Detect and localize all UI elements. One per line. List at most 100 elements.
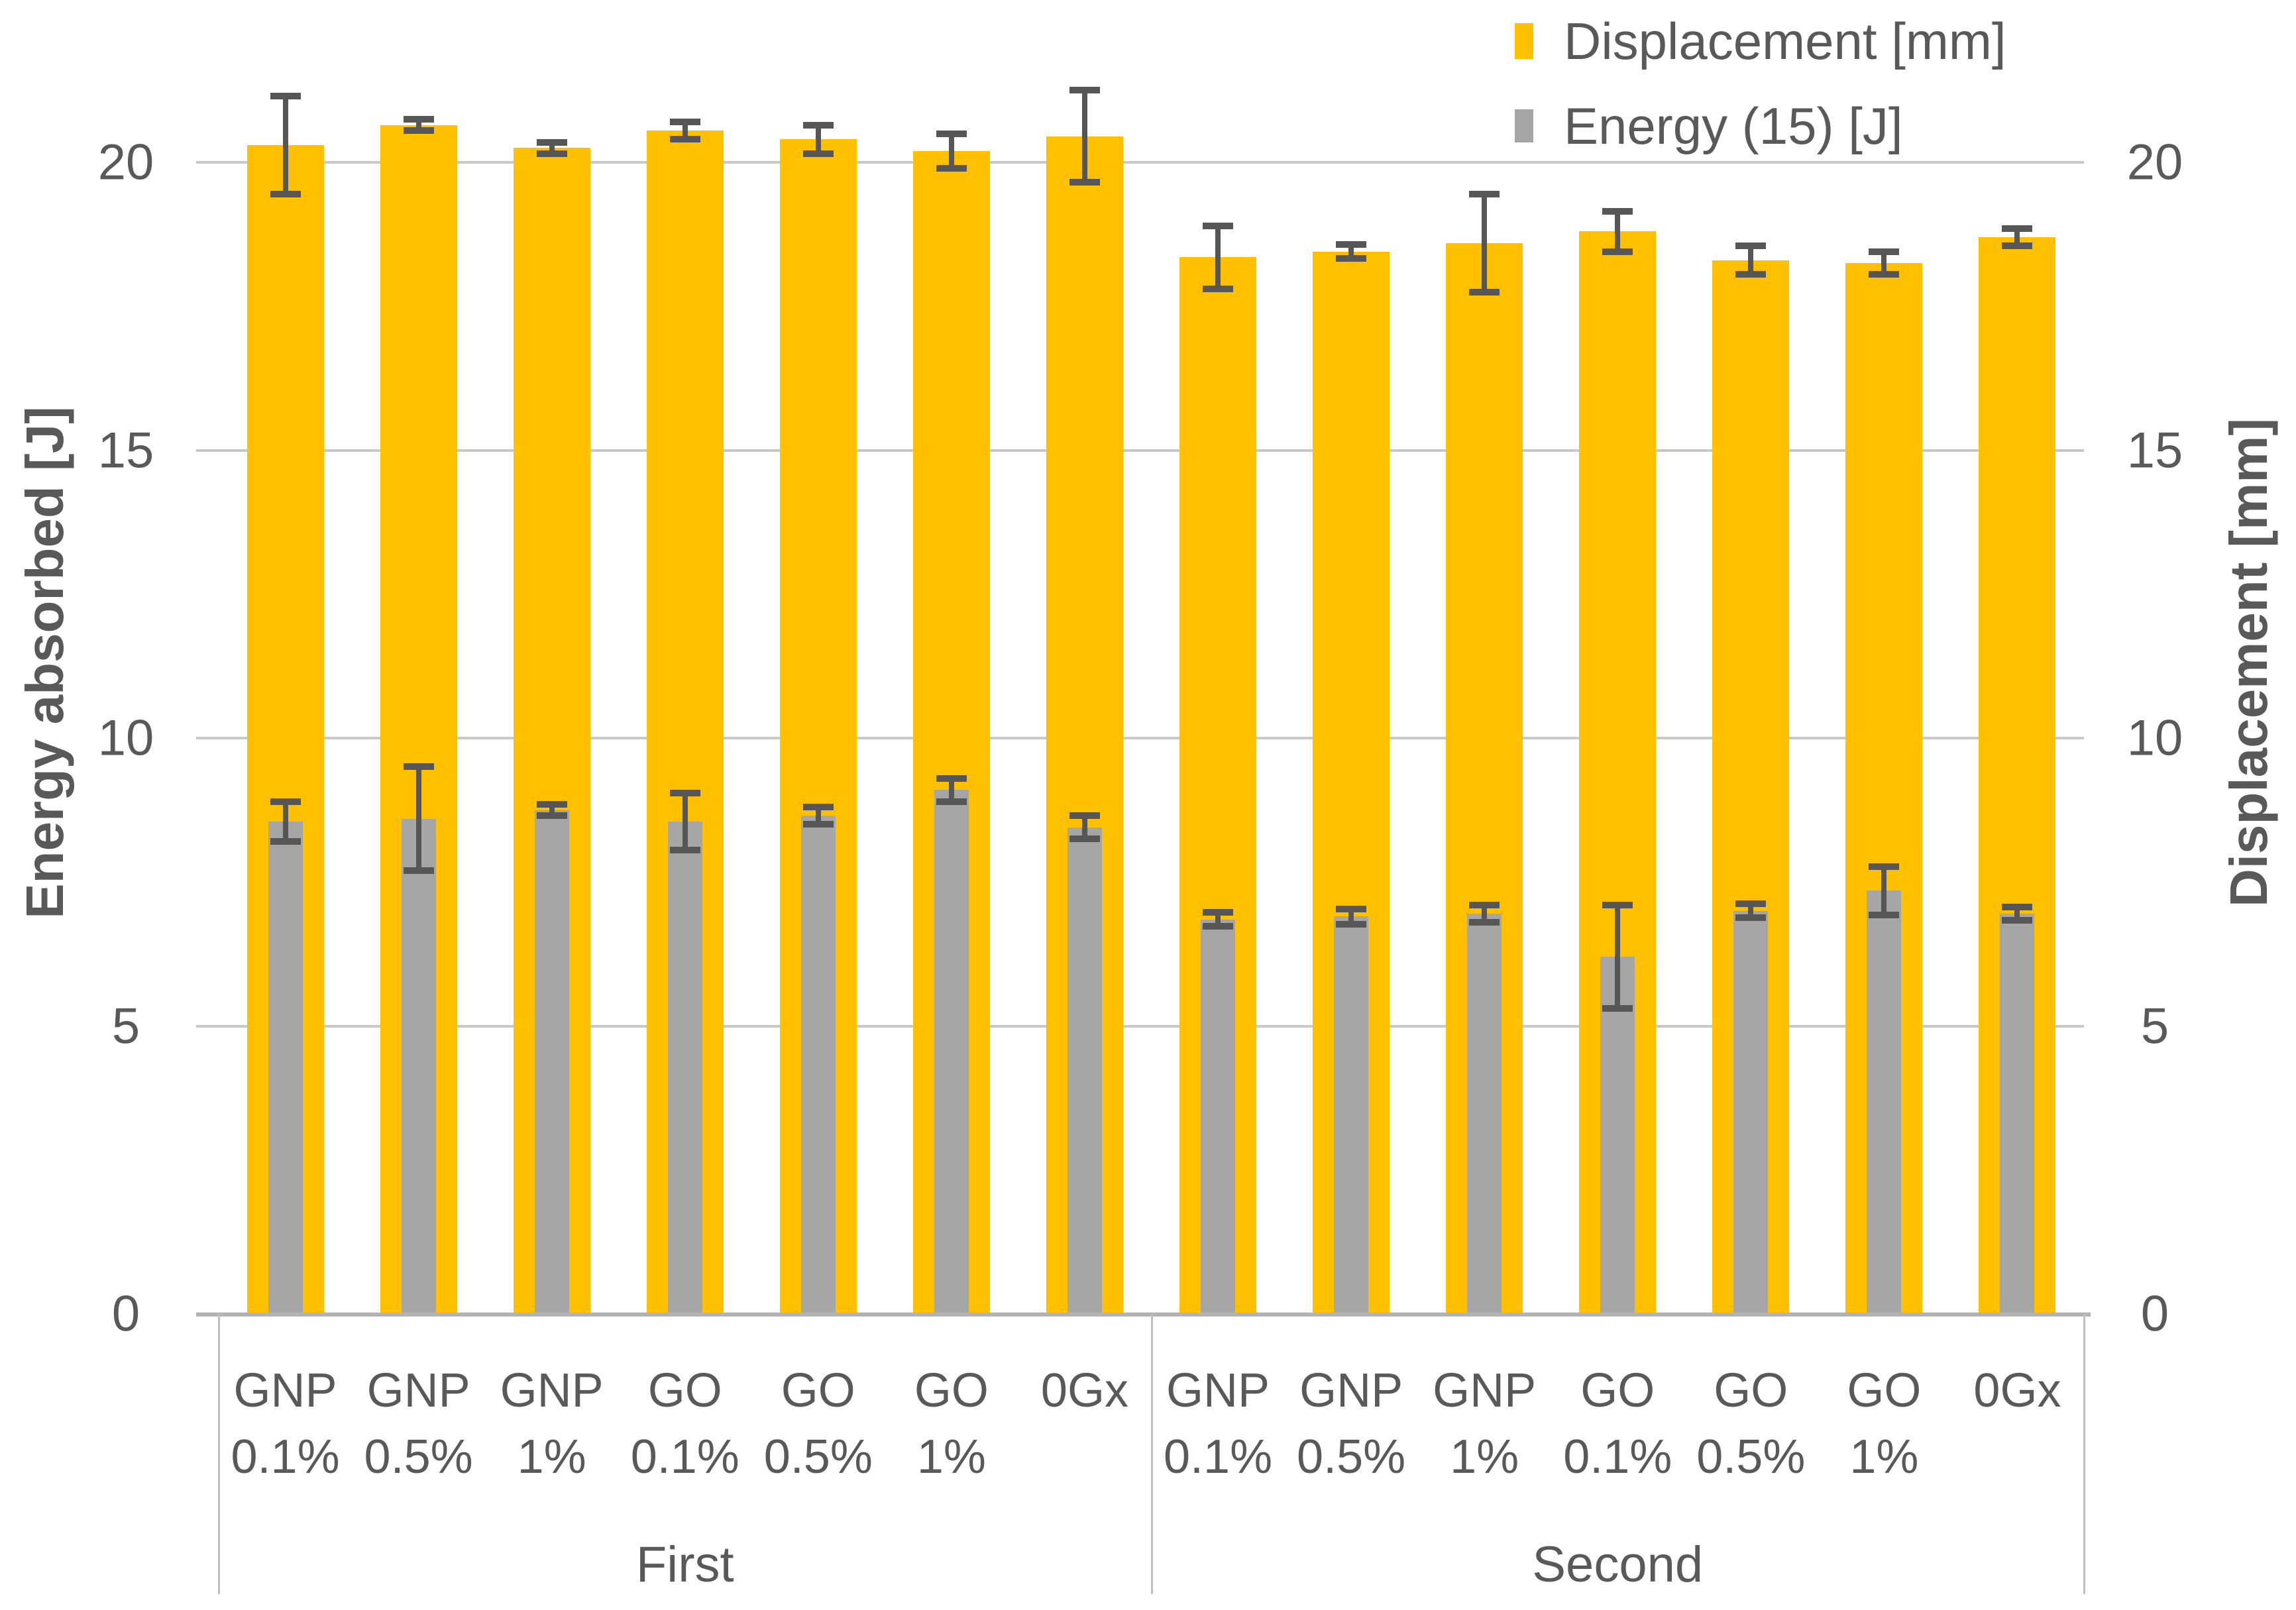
error-bar-energy-first-gnp-0-1--cap-top <box>270 798 301 805</box>
right-axis-tick-10: 10 <box>2126 710 2183 767</box>
error-bar-displacement-first-go-0-5--stem <box>815 125 821 154</box>
bar-energy-second-gnp-0-1- <box>1201 919 1236 1314</box>
category-sublabel-second-go-1-: 1% <box>1849 1430 1919 1483</box>
error-bar-displacement-second-gnp-0-5--cap-top <box>1336 241 1367 248</box>
error-bar-energy-second-0gx-cap-bottom <box>2002 917 2033 924</box>
error-bar-energy-second-go-1--stem <box>1881 866 1887 915</box>
category-sublabel-second-gnp-0-1-: 0.1% <box>1163 1430 1273 1483</box>
error-bar-displacement-second-gnp-1--cap-top <box>1469 190 1500 197</box>
gridline-5 <box>196 1024 2084 1028</box>
error-bar-displacement-first-go-1--cap-top <box>936 130 967 137</box>
category-label-second-gnp-1-: GNP <box>1433 1364 1537 1417</box>
error-bar-displacement-first-go-0-1--stem <box>682 122 688 140</box>
error-bar-energy-second-gnp-0-5--cap-top <box>1336 906 1367 913</box>
error-bar-displacement-first-gnp-1--cap-top <box>536 138 567 146</box>
error-bar-displacement-first-gnp-0-1--cap-bottom <box>270 190 301 197</box>
error-bar-energy-second-go-0-5--stem <box>1748 904 1754 918</box>
category-box-line-1 <box>1150 1314 1153 1594</box>
error-bar-energy-second-go-0-1--stem <box>1615 905 1621 1009</box>
legend-label-energy: Energy (15) [J] <box>1564 96 1903 155</box>
error-bar-displacement-second-gnp-0-1--cap-top <box>1203 222 1234 229</box>
category-sublabel-first-gnp-0-1-: 0.1% <box>231 1430 340 1483</box>
category-label-first-go-0-1-: GO <box>647 1364 722 1417</box>
category-label-second-gnp-0-1-: GNP <box>1166 1364 1270 1417</box>
category-label-first-go-1-: GO <box>914 1364 989 1417</box>
category-sublabel-second-go-0-5-: 0.5% <box>1696 1430 1806 1483</box>
category-box-line-2 <box>2083 1314 2085 1594</box>
left-axis-tick-0: 0 <box>111 1285 140 1342</box>
error-bar-energy-first-go-0-5--cap-bottom <box>802 821 834 828</box>
bar-energy-first-gnp-1- <box>534 810 569 1314</box>
category-label-second-go-1-: GO <box>1847 1364 1922 1417</box>
error-bar-displacement-second-go-1--cap-bottom <box>1869 271 1900 278</box>
error-bar-displacement-second-0gx-stem <box>2014 228 2020 246</box>
error-bar-energy-second-gnp-1--cap-bottom <box>1469 919 1500 926</box>
error-bar-displacement-second-gnp-0-5--cap-bottom <box>1336 255 1367 262</box>
bar-energy-second-go-0-5- <box>1733 910 1769 1314</box>
error-bar-displacement-second-go-1--stem <box>1881 251 1887 275</box>
error-bar-energy-first-go-0-5--stem <box>815 807 821 825</box>
bar-energy-first-go-0-5- <box>800 816 836 1314</box>
error-bar-displacement-second-go-0-5--stem <box>1748 246 1754 275</box>
error-bar-energy-second-go-0-1--cap-bottom <box>1602 1005 1633 1012</box>
group-label-second: Second <box>1532 1536 1704 1593</box>
category-label-second-go-0-5-: GO <box>1714 1364 1788 1417</box>
legend-swatch-energy-icon <box>1515 109 1533 142</box>
error-bar-energy-second-go-0-1--cap-top <box>1602 902 1633 908</box>
error-bar-energy-first-go-1--cap-top <box>936 775 967 782</box>
left-axis-tick-5: 5 <box>111 998 140 1054</box>
category-label-first-gnp-0-5-: GNP <box>366 1364 470 1417</box>
error-bar-energy-second-gnp-0-5--cap-bottom <box>1336 920 1367 928</box>
bar-energy-first-gnp-0-5- <box>401 818 436 1314</box>
bar-energy-second-gnp-0-5- <box>1334 916 1369 1314</box>
error-bar-displacement-second-gnp-0-1--cap-bottom <box>1203 286 1234 293</box>
error-bar-displacement-second-go-0-1--cap-bottom <box>1602 248 1633 255</box>
legend-label-displacement: Displacement [mm] <box>1564 11 2006 70</box>
bar-energy-first-0gx <box>1067 827 1102 1314</box>
category-label-second-gnp-0-5-: GNP <box>1299 1364 1403 1417</box>
error-bar-energy-first-go-0-1--cap-bottom <box>669 847 700 854</box>
error-bar-energy-second-gnp-0-1--cap-top <box>1203 909 1234 916</box>
bar-energy-first-go-0-1- <box>667 822 702 1314</box>
category-sublabel-second-go-0-1-: 0.1% <box>1563 1430 1672 1483</box>
error-bar-displacement-first-0gx-cap-top <box>1069 87 1100 94</box>
error-bar-energy-second-gnp-1--cap-top <box>1469 902 1500 908</box>
legend-item-displacement: Displacement [mm] <box>1515 7 2006 76</box>
legend-swatch-displacement-icon <box>1515 23 1533 59</box>
category-sublabel-second-gnp-1-: 1% <box>1450 1430 1519 1483</box>
bar-energy-first-gnp-0-1- <box>268 822 303 1314</box>
error-bar-displacement-first-go-0-5--cap-top <box>802 121 834 129</box>
error-bar-displacement-second-0gx-cap-top <box>2002 225 2033 232</box>
right-axis-tick-5: 5 <box>2140 998 2169 1054</box>
error-bar-energy-second-gnp-1--stem <box>1482 905 1488 923</box>
error-bar-energy-first-gnp-0-5--cap-top <box>403 763 434 771</box>
error-bar-displacement-second-go-1--cap-top <box>1869 248 1900 255</box>
gridline-10 <box>196 737 2084 739</box>
category-label-first-gnp-0-1-: GNP <box>233 1364 337 1417</box>
error-bar-displacement-first-gnp-1--cap-bottom <box>536 150 567 157</box>
error-bar-energy-second-go-1--cap-top <box>1869 863 1900 870</box>
error-bar-energy-first-gnp-0-1--cap-bottom <box>270 838 301 845</box>
error-bar-displacement-second-0gx-cap-bottom <box>2002 242 2033 249</box>
category-sublabel-second-gnp-0-5-: 0.5% <box>1297 1430 1406 1483</box>
error-bar-energy-second-gnp-0-1--cap-bottom <box>1203 923 1234 930</box>
bar-energy-second-go-0-1- <box>1600 957 1635 1314</box>
error-bar-energy-first-go-0-1--stem <box>682 792 688 851</box>
error-bar-displacement-second-gnp-1--cap-bottom <box>1469 288 1500 295</box>
gridline-20 <box>196 161 2084 164</box>
bar-energy-second-go-1- <box>1867 890 1902 1314</box>
category-label-second-0gx: 0Gx <box>1973 1364 2061 1417</box>
error-bar-displacement-second-go-0-5--cap-bottom <box>1735 271 1767 278</box>
category-label-first-go-0-5-: GO <box>781 1364 855 1417</box>
category-sublabel-first-go-0-5-: 0.5% <box>763 1430 873 1483</box>
gridline-15 <box>196 449 2084 452</box>
left-axis-tick-20: 20 <box>97 134 154 191</box>
error-bar-displacement-first-0gx-cap-bottom <box>1069 179 1100 186</box>
category-sublabel-first-gnp-1-: 1% <box>517 1430 586 1483</box>
error-bar-energy-first-gnp-1--cap-bottom <box>536 812 567 820</box>
error-bar-displacement-first-go-0-1--cap-top <box>669 119 700 126</box>
error-bar-energy-first-gnp-1--cap-top <box>536 800 567 808</box>
error-bar-energy-first-go-1--stem <box>948 778 954 802</box>
